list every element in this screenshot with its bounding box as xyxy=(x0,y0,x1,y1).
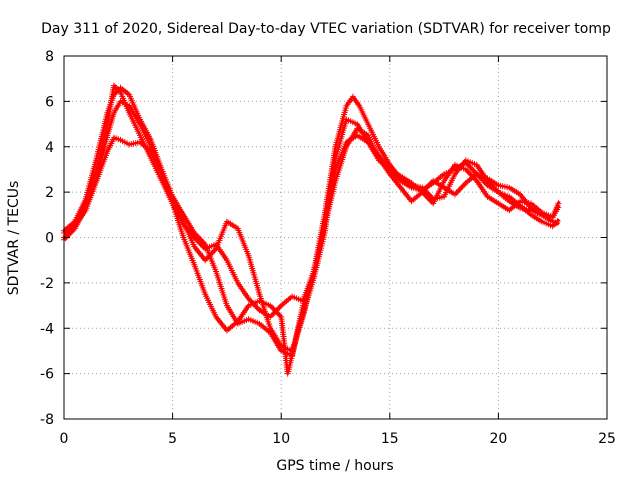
x-axis-label: GPS time / hours xyxy=(276,458,393,474)
y-tick-label: 4 xyxy=(45,140,54,156)
x-tick-label: 15 xyxy=(381,431,399,447)
x-tick-label: 5 xyxy=(168,431,177,447)
x-tick-label: 0 xyxy=(60,431,69,447)
y-tick-label: 2 xyxy=(45,185,54,201)
series-track-2 xyxy=(61,132,560,359)
y-tick-label: -6 xyxy=(40,367,54,383)
data-series xyxy=(61,82,562,377)
y-axis-label: SDTVAR / TECUs xyxy=(6,181,22,296)
chart-title: Day 311 of 2020, Sidereal Day-to-day VTE… xyxy=(41,21,611,37)
series-line xyxy=(63,134,560,357)
x-tick-label: 20 xyxy=(489,431,507,447)
y-tick-label: -4 xyxy=(40,321,54,337)
y-tick-label: 0 xyxy=(45,231,54,247)
y-tick-label: 6 xyxy=(45,94,54,110)
y-tick-label: 8 xyxy=(45,49,54,65)
plot-frame xyxy=(63,55,608,420)
axis-ticks: 0 5 10 15 20 25 -8 -6 -4 -2 0 2 4 6 8 xyxy=(40,49,616,447)
y-tick-label: -8 xyxy=(40,412,54,428)
grid-lines xyxy=(64,56,607,419)
x-tick-label: 10 xyxy=(272,431,290,447)
series-markers xyxy=(61,132,560,359)
x-tick-label: 25 xyxy=(598,431,616,447)
y-tick-label: -2 xyxy=(40,276,54,292)
